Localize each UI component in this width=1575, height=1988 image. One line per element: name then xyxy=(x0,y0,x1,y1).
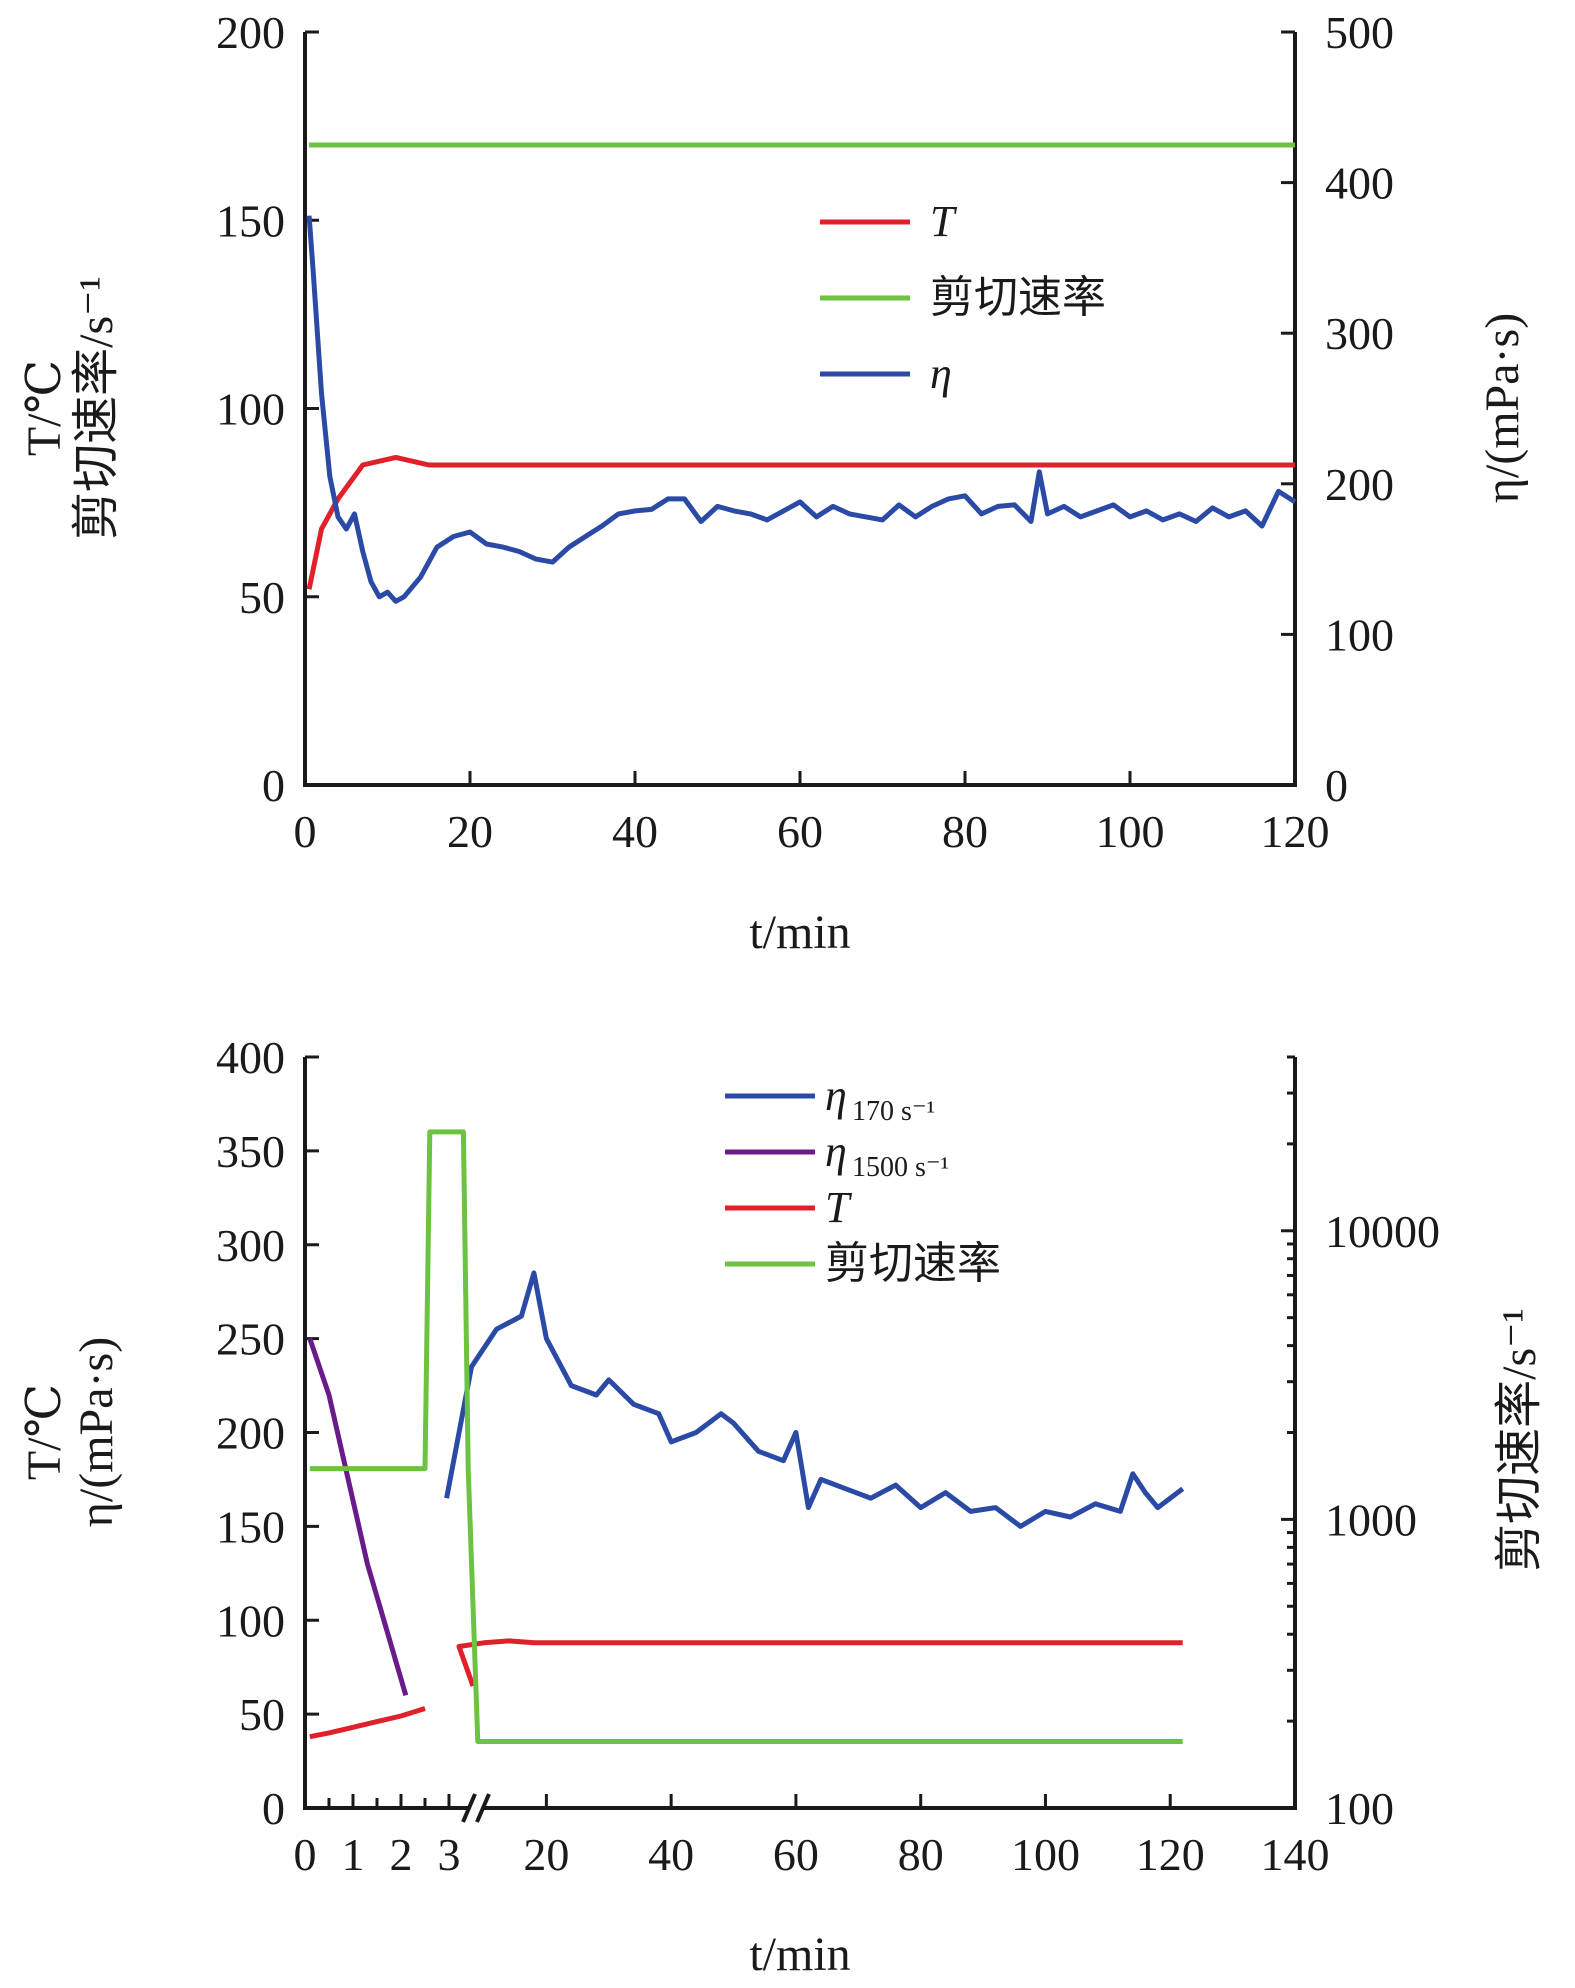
top-y-right-label-text: η/(mPa·s) xyxy=(1476,313,1529,503)
top-y-right-tick-label: 100 xyxy=(1325,609,1394,660)
top-y-left-label-line2: 剪切速率/s⁻¹ xyxy=(70,276,123,540)
bottom-x-tick-label: 60 xyxy=(773,1829,819,1880)
bottom-x-tick-label: 120 xyxy=(1136,1829,1205,1880)
top-y-left-label: T/℃ 剪切速率/s⁻¹ xyxy=(18,276,123,540)
bottom-x-ticks: 0 1 2 3 20 40 60 80 100 120 140 xyxy=(294,1794,1330,1880)
bottom-y-left-tick-label: 250 xyxy=(216,1314,285,1365)
bottom-y-right-tick-label: 10000 xyxy=(1325,1206,1440,1257)
top-series xyxy=(306,142,1297,604)
bottom-x-label: t/min xyxy=(749,1928,850,1981)
bottom-y-right-tick-label: 1000 xyxy=(1325,1494,1417,1545)
bottom-y-right-label: 剪切速率/s⁻¹ xyxy=(1493,1308,1546,1572)
top-x-tick-label: 0 xyxy=(294,806,317,857)
top-legend-label-eta: η xyxy=(930,349,952,398)
bottom-legend-label-eta1500: η xyxy=(825,1127,847,1176)
top-y-left-tick-label: 200 xyxy=(216,7,285,58)
top-x-ticks: 0 20 40 60 80 100 120 xyxy=(294,771,1330,857)
bottom-y-left-tick-label: 150 xyxy=(216,1501,285,1552)
bottom-series-line-T-part1 xyxy=(309,1706,426,1740)
top-legend: T 剪切速率 η xyxy=(820,197,1106,398)
bottom-axes xyxy=(303,1057,1297,1823)
bottom-series xyxy=(307,1129,1185,1744)
bottom-legend: η 170 s⁻¹ η 1500 s⁻¹ T 剪切速率 xyxy=(725,1071,1001,1288)
bottom-axis-break-mark-2 xyxy=(475,1793,491,1823)
bottom-series-line-shear xyxy=(309,1129,1183,1744)
bottom-y-right-label-text: 剪切速率/s⁻¹ xyxy=(1493,1308,1546,1572)
bottom-y-left-label-line2: η/(mPa·s) xyxy=(70,1337,123,1527)
bottom-y-left-ticks: 0 50 100 150 200 250 300 350 400 xyxy=(216,1032,319,1834)
bottom-y-left-tick-label: 300 xyxy=(216,1220,285,1271)
top-x-tick-label: 80 xyxy=(942,806,988,857)
bottom-x-tick-label: 140 xyxy=(1261,1829,1330,1880)
bottom-y-left-tick-label: 400 xyxy=(216,1032,285,1083)
top-y-right-tick-label: 0 xyxy=(1325,760,1348,811)
bottom-x-tick-label: 1 xyxy=(342,1829,365,1880)
top-y-left-label-line1: T/℃ xyxy=(18,360,71,456)
bottom-y-right-ticks: 100 1000 10000 xyxy=(1281,1055,1440,1834)
top-legend-label-T: T xyxy=(930,197,958,246)
top-y-right-label: η/(mPa·s) xyxy=(1476,313,1529,503)
bottom-y-left-tick-label: 350 xyxy=(216,1126,285,1177)
bottom-x-tick-label: 80 xyxy=(898,1829,944,1880)
top-chart: 0 20 40 60 80 100 120 0 50 100 150 200 0 100 200 300 4… xyxy=(18,7,1529,959)
bottom-legend-label-eta170: η xyxy=(825,1071,847,1120)
bottom-y-left-tick-label: 0 xyxy=(262,1783,285,1834)
bottom-legend-sub-eta170: 170 s⁻¹ xyxy=(852,1096,935,1127)
top-y-left-tick-label: 150 xyxy=(216,195,285,246)
bottom-x-tick-label: 100 xyxy=(1011,1829,1080,1880)
top-series-line-T xyxy=(306,454,1295,590)
top-y-right-tick-label: 400 xyxy=(1325,158,1394,209)
bottom-series-line-eta170 xyxy=(444,1270,1185,1529)
bottom-y-left-tick-label: 200 xyxy=(216,1408,285,1459)
bottom-x-tick-label: 3 xyxy=(438,1829,461,1880)
bottom-legend-sub-eta1500: 1500 s⁻¹ xyxy=(852,1152,949,1183)
top-y-left-ticks: 0 50 100 150 200 xyxy=(216,7,319,811)
bottom-series-line-eta1500 xyxy=(307,1337,409,1697)
top-series-line-eta xyxy=(306,215,1297,604)
top-x-tick-label: 40 xyxy=(612,806,658,857)
top-x-label: t/min xyxy=(749,906,850,959)
bottom-y-left-tick-label: 50 xyxy=(239,1689,285,1740)
bottom-legend-label-T: T xyxy=(825,1183,853,1232)
bottom-axis-break-mark-1 xyxy=(461,1793,477,1823)
bottom-y-left-tick-label: 100 xyxy=(216,1595,285,1646)
bottom-x-tick-label: 0 xyxy=(294,1829,317,1880)
top-y-left-tick-label: 0 xyxy=(262,760,285,811)
top-x-tick-label: 60 xyxy=(777,806,823,857)
bottom-x-tick-label: 2 xyxy=(390,1829,413,1880)
top-legend-label-shear: 剪切速率 xyxy=(930,273,1106,322)
top-x-tick-label: 20 xyxy=(447,806,493,857)
bottom-x-tick-label: 20 xyxy=(523,1829,569,1880)
top-x-tick-label: 100 xyxy=(1096,806,1165,857)
top-y-left-tick-label: 100 xyxy=(216,384,285,435)
bottom-chart: 0 1 2 3 20 40 60 80 100 120 140 050100150200250300… xyxy=(18,1032,1546,1981)
bottom-legend-label-shear: 剪切速率 xyxy=(825,1239,1001,1288)
top-x-tick-label: 120 xyxy=(1261,806,1330,857)
top-y-right-tick-label: 200 xyxy=(1325,459,1394,510)
bottom-x-tick-label: 40 xyxy=(648,1829,694,1880)
top-y-right-tick-label: 500 xyxy=(1325,7,1394,58)
bottom-y-left-label-line1: T/℃ xyxy=(18,1384,71,1480)
top-y-right-tick-label: 300 xyxy=(1325,308,1394,359)
bottom-y-left-label: T/℃ η/(mPa·s) xyxy=(18,1337,123,1527)
top-y-right-ticks: 0 100 200 300 400 500 xyxy=(1281,7,1394,811)
bottom-y-right-tick-label: 100 xyxy=(1325,1783,1394,1834)
top-y-left-tick-label: 50 xyxy=(239,572,285,623)
bottom-series-line-T-part2 xyxy=(456,1638,1183,1687)
